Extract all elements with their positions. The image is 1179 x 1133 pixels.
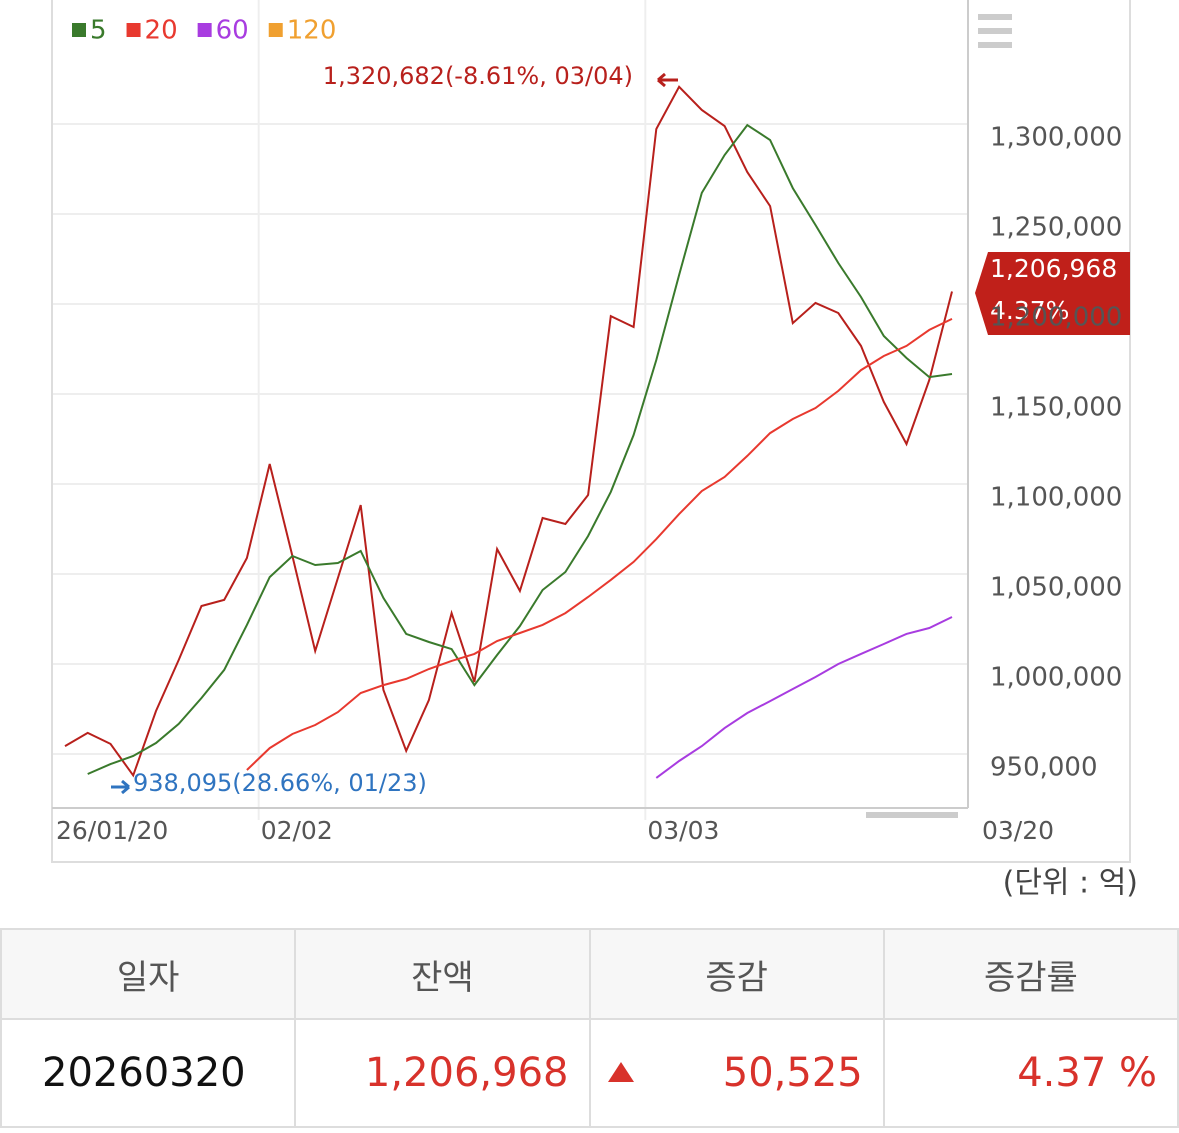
min-annotation: 938,095(28.66%, 01/23) <box>133 769 427 797</box>
y-tick-label: 950,000 <box>990 753 1098 783</box>
chart-frame <box>51 0 1131 863</box>
last-value-label: 1,206,968 <box>990 254 1117 283</box>
y-tick-label: 1,250,000 <box>990 213 1122 243</box>
max-annotation: 1,320,682(-8.61%, 03/04) <box>323 62 633 90</box>
series-line <box>246 318 953 771</box>
last-value-tag <box>975 252 1130 335</box>
series-line <box>655 616 953 779</box>
legend-swatch <box>197 23 212 37</box>
legend-swatch <box>268 23 283 37</box>
menu-icon[interactable] <box>978 14 1012 48</box>
data-table: 일자 잔액 증감 증감률 20260320 1,206,968 50,525 4… <box>0 928 1179 1128</box>
y-tick-label: 1,300,000 <box>990 123 1122 153</box>
date-cell: 20260320 <box>0 1018 297 1128</box>
series-line <box>87 123 953 775</box>
y-tick-label: 1,050,000 <box>990 573 1122 603</box>
x-tick-label: 02/02 <box>261 816 333 845</box>
header-cell: 잔액 <box>294 928 591 1020</box>
unit-label: (단위 : 억) <box>1003 866 1138 901</box>
y-tick-label: 1,000,000 <box>990 663 1122 693</box>
last-change-label: 4.37% <box>990 296 1069 325</box>
legend-label: 60 <box>216 16 249 46</box>
x-tick-label: 03/03 <box>647 816 719 845</box>
legend-label: 20 <box>145 16 178 46</box>
data-row: 20260320 1,206,968 50,525 4.37 % <box>0 1018 1179 1128</box>
header-cell: 증감률 <box>882 928 1179 1020</box>
y-tick-label: 1,200,000 <box>990 303 1122 333</box>
y-tick-label: 1,150,000 <box>990 393 1122 423</box>
y-tick-label: 1,100,000 <box>990 483 1122 513</box>
change-value: 50,525 <box>722 1050 863 1096</box>
legend-swatch <box>126 23 141 37</box>
balance-cell: 1,206,968 <box>294 1018 591 1128</box>
x-tick-label: 26/01/20 <box>56 816 168 845</box>
header-cell: 증감 <box>588 928 885 1020</box>
series-line <box>64 85 953 778</box>
chart: 1,206,968 4.37% 1,320,682(-8.61%, 03/04)… <box>51 0 1138 901</box>
header-cell: 일자 <box>0 928 297 1020</box>
up-icon <box>607 1062 634 1082</box>
header-row: 일자 잔액 증감 증감률 <box>0 928 1179 1020</box>
legend-label: 5 <box>90 16 107 46</box>
change-cell: 50,525 <box>588 1018 885 1128</box>
legend-swatch <box>72 23 86 37</box>
scrollbar[interactable] <box>866 812 958 818</box>
x-tick-label: 03/20 <box>982 816 1054 845</box>
rate-cell: 4.37 % <box>882 1018 1179 1128</box>
min-arrow <box>111 779 130 795</box>
max-arrow <box>657 72 678 88</box>
legend-label: 120 <box>287 16 337 46</box>
